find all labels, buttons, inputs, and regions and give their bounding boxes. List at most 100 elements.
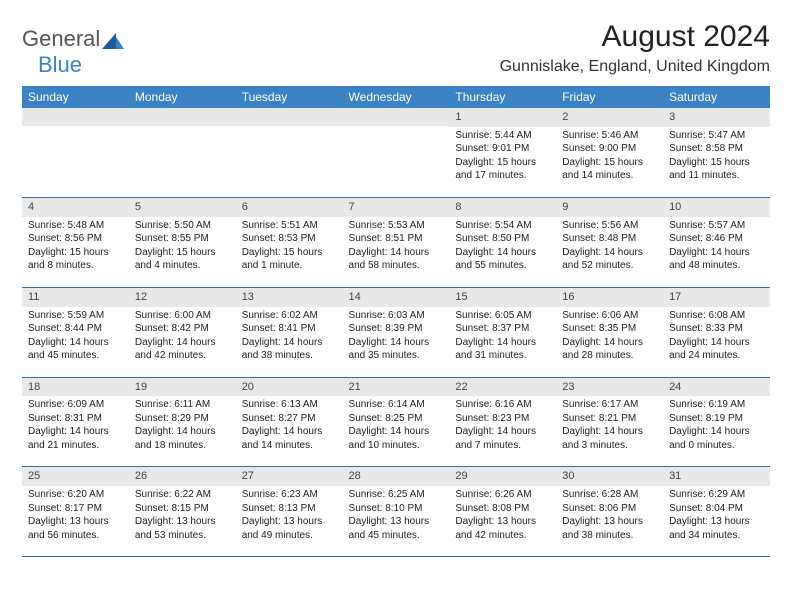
sunrise-text: Sunrise: 6:19 AM <box>669 398 764 412</box>
day-content: Sunrise: 6:19 AMSunset: 8:19 PMDaylight:… <box>663 396 770 466</box>
sunrise-text: Sunrise: 5:59 AM <box>28 309 123 323</box>
sunrise-text: Sunrise: 6:26 AM <box>455 488 550 502</box>
day-number: 16 <box>556 288 663 307</box>
daylight-text: Daylight: 15 hours and 14 minutes. <box>562 156 657 183</box>
day-number: 24 <box>663 378 770 397</box>
brand-part2: Blue <box>38 52 82 78</box>
day-content: Sunrise: 6:14 AMSunset: 8:25 PMDaylight:… <box>343 396 450 466</box>
sunrise-text: Sunrise: 6:28 AM <box>562 488 657 502</box>
sunset-text: Sunset: 8:15 PM <box>135 502 230 516</box>
sunset-text: Sunset: 8:50 PM <box>455 232 550 246</box>
day-content: Sunrise: 5:51 AMSunset: 8:53 PMDaylight:… <box>236 217 343 287</box>
daylight-text: Daylight: 14 hours and 31 minutes. <box>455 336 550 363</box>
day-number: 5 <box>129 198 236 217</box>
week-content-row: Sunrise: 5:48 AMSunset: 8:56 PMDaylight:… <box>22 217 770 288</box>
day-content: Sunrise: 5:44 AMSunset: 9:01 PMDaylight:… <box>449 127 556 197</box>
calendar-table: SundayMondayTuesdayWednesdayThursdayFrid… <box>22 86 770 557</box>
day-number: 27 <box>236 467 343 486</box>
sunrise-text: Sunrise: 5:47 AM <box>669 129 764 143</box>
day-content: Sunrise: 6:17 AMSunset: 8:21 PMDaylight:… <box>556 396 663 466</box>
daylight-text: Daylight: 14 hours and 52 minutes. <box>562 246 657 273</box>
day-number: 8 <box>449 198 556 217</box>
day-number: 4 <box>22 198 129 217</box>
sunset-text: Sunset: 8:17 PM <box>28 502 123 516</box>
sunset-text: Sunset: 8:35 PM <box>562 322 657 336</box>
day-content: Sunrise: 5:46 AMSunset: 9:00 PMDaylight:… <box>556 127 663 197</box>
day-header-row: SundayMondayTuesdayWednesdayThursdayFrid… <box>22 86 770 108</box>
sunrise-text: Sunrise: 5:54 AM <box>455 219 550 233</box>
month-title: August 2024 <box>500 20 770 54</box>
day-number: 6 <box>236 198 343 217</box>
day-content: Sunrise: 6:20 AMSunset: 8:17 PMDaylight:… <box>22 486 129 556</box>
sunset-text: Sunset: 8:19 PM <box>669 412 764 426</box>
day-number: 28 <box>343 467 450 486</box>
day-number: 1 <box>449 108 556 127</box>
day-number: 19 <box>129 378 236 397</box>
day-content: Sunrise: 6:29 AMSunset: 8:04 PMDaylight:… <box>663 486 770 556</box>
sunrise-text: Sunrise: 6:16 AM <box>455 398 550 412</box>
location: Gunnislake, England, United Kingdom <box>500 58 770 76</box>
day-number: 25 <box>22 467 129 486</box>
sunset-text: Sunset: 8:31 PM <box>28 412 123 426</box>
day-content: Sunrise: 5:56 AMSunset: 8:48 PMDaylight:… <box>556 217 663 287</box>
sunrise-text: Sunrise: 6:17 AM <box>562 398 657 412</box>
day-number: 7 <box>343 198 450 217</box>
sunset-text: Sunset: 8:56 PM <box>28 232 123 246</box>
week-number-row: 123 <box>22 108 770 127</box>
day-content: Sunrise: 5:59 AMSunset: 8:44 PMDaylight:… <box>22 307 129 377</box>
day-number: 21 <box>343 378 450 397</box>
sunrise-text: Sunrise: 6:08 AM <box>669 309 764 323</box>
sunset-text: Sunset: 8:41 PM <box>242 322 337 336</box>
daylight-text: Daylight: 15 hours and 17 minutes. <box>455 156 550 183</box>
day-number: 15 <box>449 288 556 307</box>
daylight-text: Daylight: 13 hours and 34 minutes. <box>669 515 764 542</box>
brand-logo: General <box>22 26 124 52</box>
daylight-text: Daylight: 15 hours and 11 minutes. <box>669 156 764 183</box>
sunset-text: Sunset: 8:08 PM <box>455 502 550 516</box>
sunset-text: Sunset: 8:25 PM <box>349 412 444 426</box>
daylight-text: Daylight: 13 hours and 53 minutes. <box>135 515 230 542</box>
daylight-text: Daylight: 15 hours and 8 minutes. <box>28 246 123 273</box>
sunset-text: Sunset: 8:33 PM <box>669 322 764 336</box>
day-content: Sunrise: 6:22 AMSunset: 8:15 PMDaylight:… <box>129 486 236 556</box>
sunrise-text: Sunrise: 6:20 AM <box>28 488 123 502</box>
day-content: Sunrise: 6:02 AMSunset: 8:41 PMDaylight:… <box>236 307 343 377</box>
sunrise-text: Sunrise: 5:48 AM <box>28 219 123 233</box>
daylight-text: Daylight: 14 hours and 18 minutes. <box>135 425 230 452</box>
sunrise-text: Sunrise: 6:23 AM <box>242 488 337 502</box>
day-content: Sunrise: 6:23 AMSunset: 8:13 PMDaylight:… <box>236 486 343 556</box>
daylight-text: Daylight: 15 hours and 1 minute. <box>242 246 337 273</box>
day-content: Sunrise: 6:09 AMSunset: 8:31 PMDaylight:… <box>22 396 129 466</box>
week-content-row: Sunrise: 6:09 AMSunset: 8:31 PM Daylight:… <box>22 396 770 467</box>
sunrise-text: Sunrise: 6:02 AM <box>242 309 337 323</box>
week-content-row: Sunrise: 5:59 AMSunset: 8:44 PMDaylight:… <box>22 307 770 378</box>
day-header: Monday <box>129 86 236 108</box>
sunrise-text: Sunrise: 6:11 AM <box>135 398 230 412</box>
empty-day-content <box>236 127 343 197</box>
sunrise-text: Sunrise: 6:09 AM <box>28 398 123 412</box>
day-number: 9 <box>556 198 663 217</box>
daylight-text: Daylight: 13 hours and 49 minutes. <box>242 515 337 542</box>
empty-day-content <box>129 127 236 197</box>
brand-triangle-icon <box>102 31 124 49</box>
daylight-text: Daylight: 14 hours and 7 minutes. <box>455 425 550 452</box>
sunset-text: Sunset: 8:46 PM <box>669 232 764 246</box>
day-content: Sunrise: 6:05 AMSunset: 8:37 PMDaylight:… <box>449 307 556 377</box>
sunset-text: Sunset: 8:23 PM <box>455 412 550 426</box>
day-number: 31 <box>663 467 770 486</box>
daylight-text: Daylight: 15 hours and 4 minutes. <box>135 246 230 273</box>
sunrise-text: Sunrise: 5:53 AM <box>349 219 444 233</box>
empty-daynum <box>129 108 236 126</box>
sunrise-text: Sunrise: 5:56 AM <box>562 219 657 233</box>
sunrise-text: Sunrise: 5:46 AM <box>562 129 657 143</box>
sunset-text: Sunset: 8:04 PM <box>669 502 764 516</box>
daylight-text: Daylight: 14 hours and 48 minutes. <box>669 246 764 273</box>
week-content-row: Sunrise: 5:44 AMSunset: 9:01 PMDaylight:… <box>22 127 770 198</box>
day-number: 30 <box>556 467 663 486</box>
daylight-text: Daylight: 14 hours and 58 minutes. <box>349 246 444 273</box>
sunset-text: Sunset: 8:42 PM <box>135 322 230 336</box>
daylight-text: Daylight: 14 hours and 10 minutes. <box>349 425 444 452</box>
day-content: Sunrise: 5:47 AMSunset: 8:58 PMDaylight:… <box>663 127 770 197</box>
daylight-text: Daylight: 14 hours and 38 minutes. <box>242 336 337 363</box>
daylight-text: Daylight: 14 hours and 3 minutes. <box>562 425 657 452</box>
